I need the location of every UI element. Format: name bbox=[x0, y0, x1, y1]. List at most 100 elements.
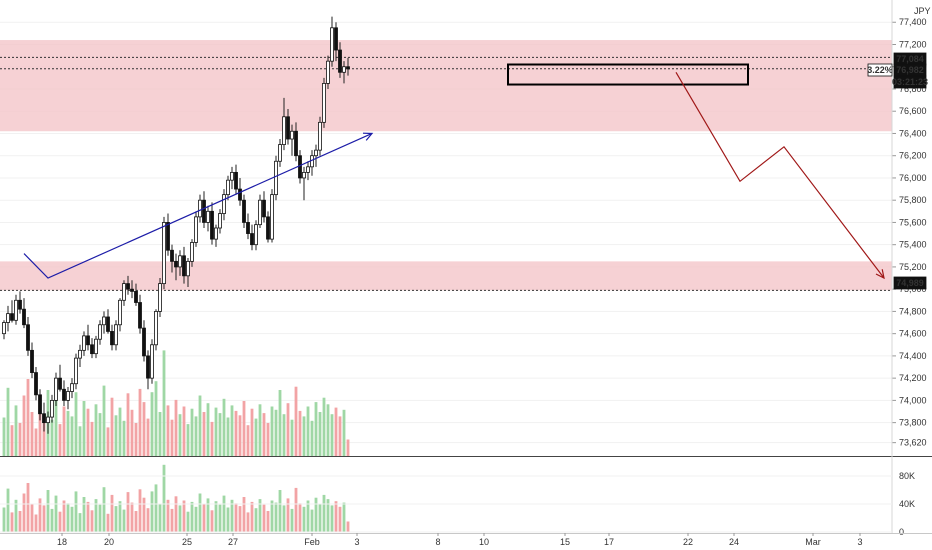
volume-bar bbox=[62, 500, 66, 532]
candle-body bbox=[18, 299, 22, 310]
candle-body bbox=[54, 377, 58, 401]
uptrend-arrow bbox=[23, 132, 373, 279]
volume-bar bbox=[178, 505, 182, 532]
volume-bar bbox=[154, 484, 158, 532]
volume-bar bbox=[186, 511, 190, 532]
time-tick-label: 27 bbox=[228, 537, 238, 547]
overlay-volume-bar bbox=[218, 413, 222, 456]
candle-body bbox=[94, 338, 98, 355]
price-tick-label: 74,000 bbox=[899, 395, 927, 405]
candle-body bbox=[314, 149, 318, 157]
overlay-volume-bar bbox=[242, 401, 246, 456]
candle-body bbox=[166, 222, 170, 251]
volume-bar bbox=[138, 489, 142, 532]
price-tick-label: 74,800 bbox=[899, 306, 927, 316]
volume-bar bbox=[306, 500, 310, 532]
overlay-volume-bar bbox=[18, 423, 22, 456]
overlay-volume-bar bbox=[198, 395, 202, 456]
overlay-volume-bar bbox=[174, 399, 178, 456]
overlay-volume-bar bbox=[138, 388, 142, 456]
price-tick-label: 74,400 bbox=[899, 351, 927, 361]
volume-bar bbox=[98, 504, 102, 532]
volume-bar bbox=[150, 491, 154, 532]
candle-body bbox=[74, 357, 78, 385]
overlay-volume-bar bbox=[14, 405, 18, 456]
overlay-volume-bar bbox=[142, 402, 146, 456]
overlay-volume-bar bbox=[62, 406, 66, 456]
candle-body bbox=[186, 260, 190, 277]
overlay-volume-bar bbox=[194, 416, 198, 456]
candle-body bbox=[58, 377, 62, 390]
volume-bar bbox=[158, 504, 162, 532]
volume-bar bbox=[242, 497, 246, 532]
candle-body bbox=[258, 199, 262, 226]
overlay-volume-bar bbox=[114, 415, 118, 456]
time-tick-label: 8 bbox=[435, 537, 440, 547]
candle-body bbox=[218, 213, 222, 229]
price-tick-label: 76,200 bbox=[899, 151, 927, 161]
overlay-volume-bar bbox=[326, 404, 330, 456]
overlay-volume-bar bbox=[178, 414, 182, 456]
axis-marker-label: 03:21:23 bbox=[892, 77, 928, 87]
volume-bar bbox=[82, 497, 86, 532]
overlay-volume-bar bbox=[282, 414, 286, 456]
axis-marker-label: 3.22% bbox=[867, 65, 893, 75]
candle-body bbox=[174, 260, 178, 268]
price-tick-label: 75,600 bbox=[899, 217, 927, 227]
candle-body bbox=[302, 171, 306, 179]
volume-bar bbox=[58, 511, 62, 532]
volume-bar bbox=[218, 504, 222, 532]
volume-bar bbox=[222, 495, 226, 532]
overlay-volume-bar bbox=[306, 406, 310, 456]
candle-body bbox=[198, 199, 202, 218]
overlay-volume-bar bbox=[126, 393, 130, 456]
overlay-volume-bar bbox=[162, 350, 166, 456]
candle-body bbox=[10, 313, 14, 321]
overlay-volume-bar bbox=[202, 412, 206, 456]
candle-body bbox=[66, 391, 70, 401]
candle-body bbox=[78, 349, 82, 359]
axis-marker-label: 76,982 bbox=[896, 65, 924, 75]
candle-body bbox=[154, 311, 158, 346]
overlay-volume-bar bbox=[118, 407, 122, 456]
overlay-volume-bar bbox=[222, 398, 226, 456]
volume-bar bbox=[86, 501, 90, 532]
candle-body bbox=[142, 327, 146, 357]
volume-bar bbox=[334, 501, 338, 532]
candle-body bbox=[330, 27, 334, 62]
zone-band bbox=[0, 261, 892, 291]
candle-body bbox=[22, 308, 26, 326]
volume-bar bbox=[326, 499, 330, 532]
overlay-volume-bar bbox=[266, 423, 270, 456]
candle-body bbox=[82, 335, 86, 351]
zone-band bbox=[0, 40, 892, 132]
volume-bar bbox=[30, 504, 34, 532]
volume-bar bbox=[10, 512, 14, 532]
candle-body bbox=[6, 313, 10, 323]
candle-body bbox=[222, 194, 226, 214]
volume-bar bbox=[114, 506, 118, 532]
candle-body bbox=[278, 144, 282, 162]
overlay-volume-bar bbox=[278, 390, 282, 456]
overlay-volume-bar bbox=[214, 407, 218, 456]
price-tick-label: 76,600 bbox=[899, 106, 927, 116]
volume-bar bbox=[102, 487, 106, 532]
candle-body bbox=[50, 399, 54, 418]
candle-body bbox=[158, 283, 162, 312]
arrow-head bbox=[875, 269, 885, 280]
volume-bar bbox=[294, 487, 298, 532]
candle-body bbox=[46, 416, 50, 424]
volume-bar bbox=[130, 502, 134, 532]
volume-bar bbox=[198, 493, 202, 532]
candle-body bbox=[114, 324, 118, 346]
volume-bar bbox=[194, 506, 198, 532]
candle-body bbox=[118, 299, 122, 326]
volume-bar bbox=[230, 499, 234, 532]
candle-body bbox=[238, 188, 242, 201]
axis-marker-label: 74,989 bbox=[896, 278, 924, 288]
volume-bar bbox=[142, 497, 146, 532]
volume-bar bbox=[42, 505, 46, 532]
candle-body bbox=[26, 324, 30, 351]
overlay-volume-bar bbox=[226, 417, 230, 456]
